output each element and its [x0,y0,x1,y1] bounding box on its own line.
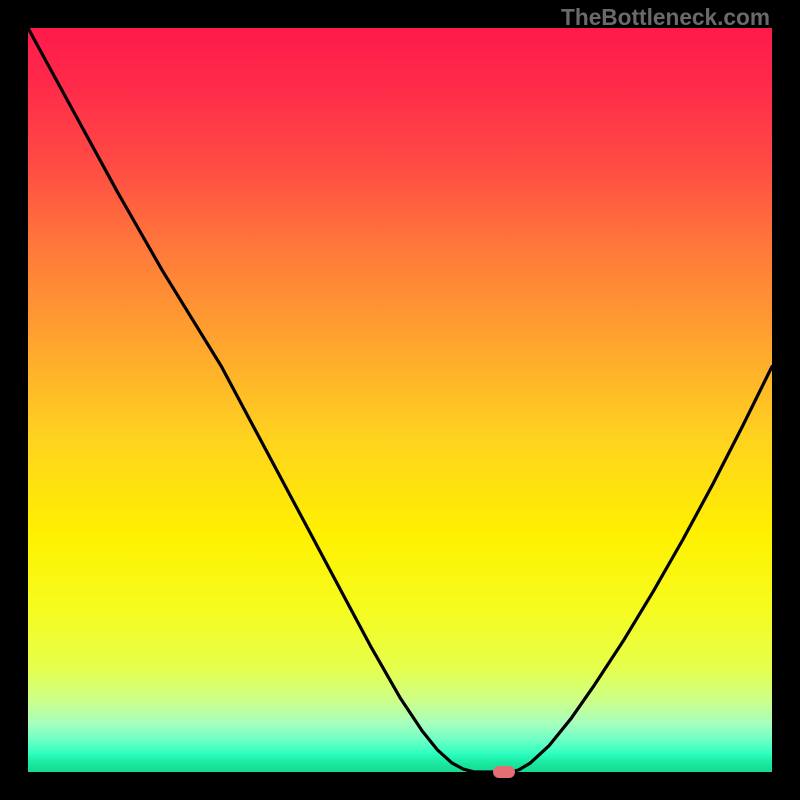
bottleneck-curve [28,28,772,772]
optimum-marker [493,766,515,779]
plot-area [28,28,772,772]
bottleneck-curve-svg [28,28,772,772]
chart-canvas: TheBottleneck.com [0,0,800,800]
watermark-text: TheBottleneck.com [561,4,770,31]
